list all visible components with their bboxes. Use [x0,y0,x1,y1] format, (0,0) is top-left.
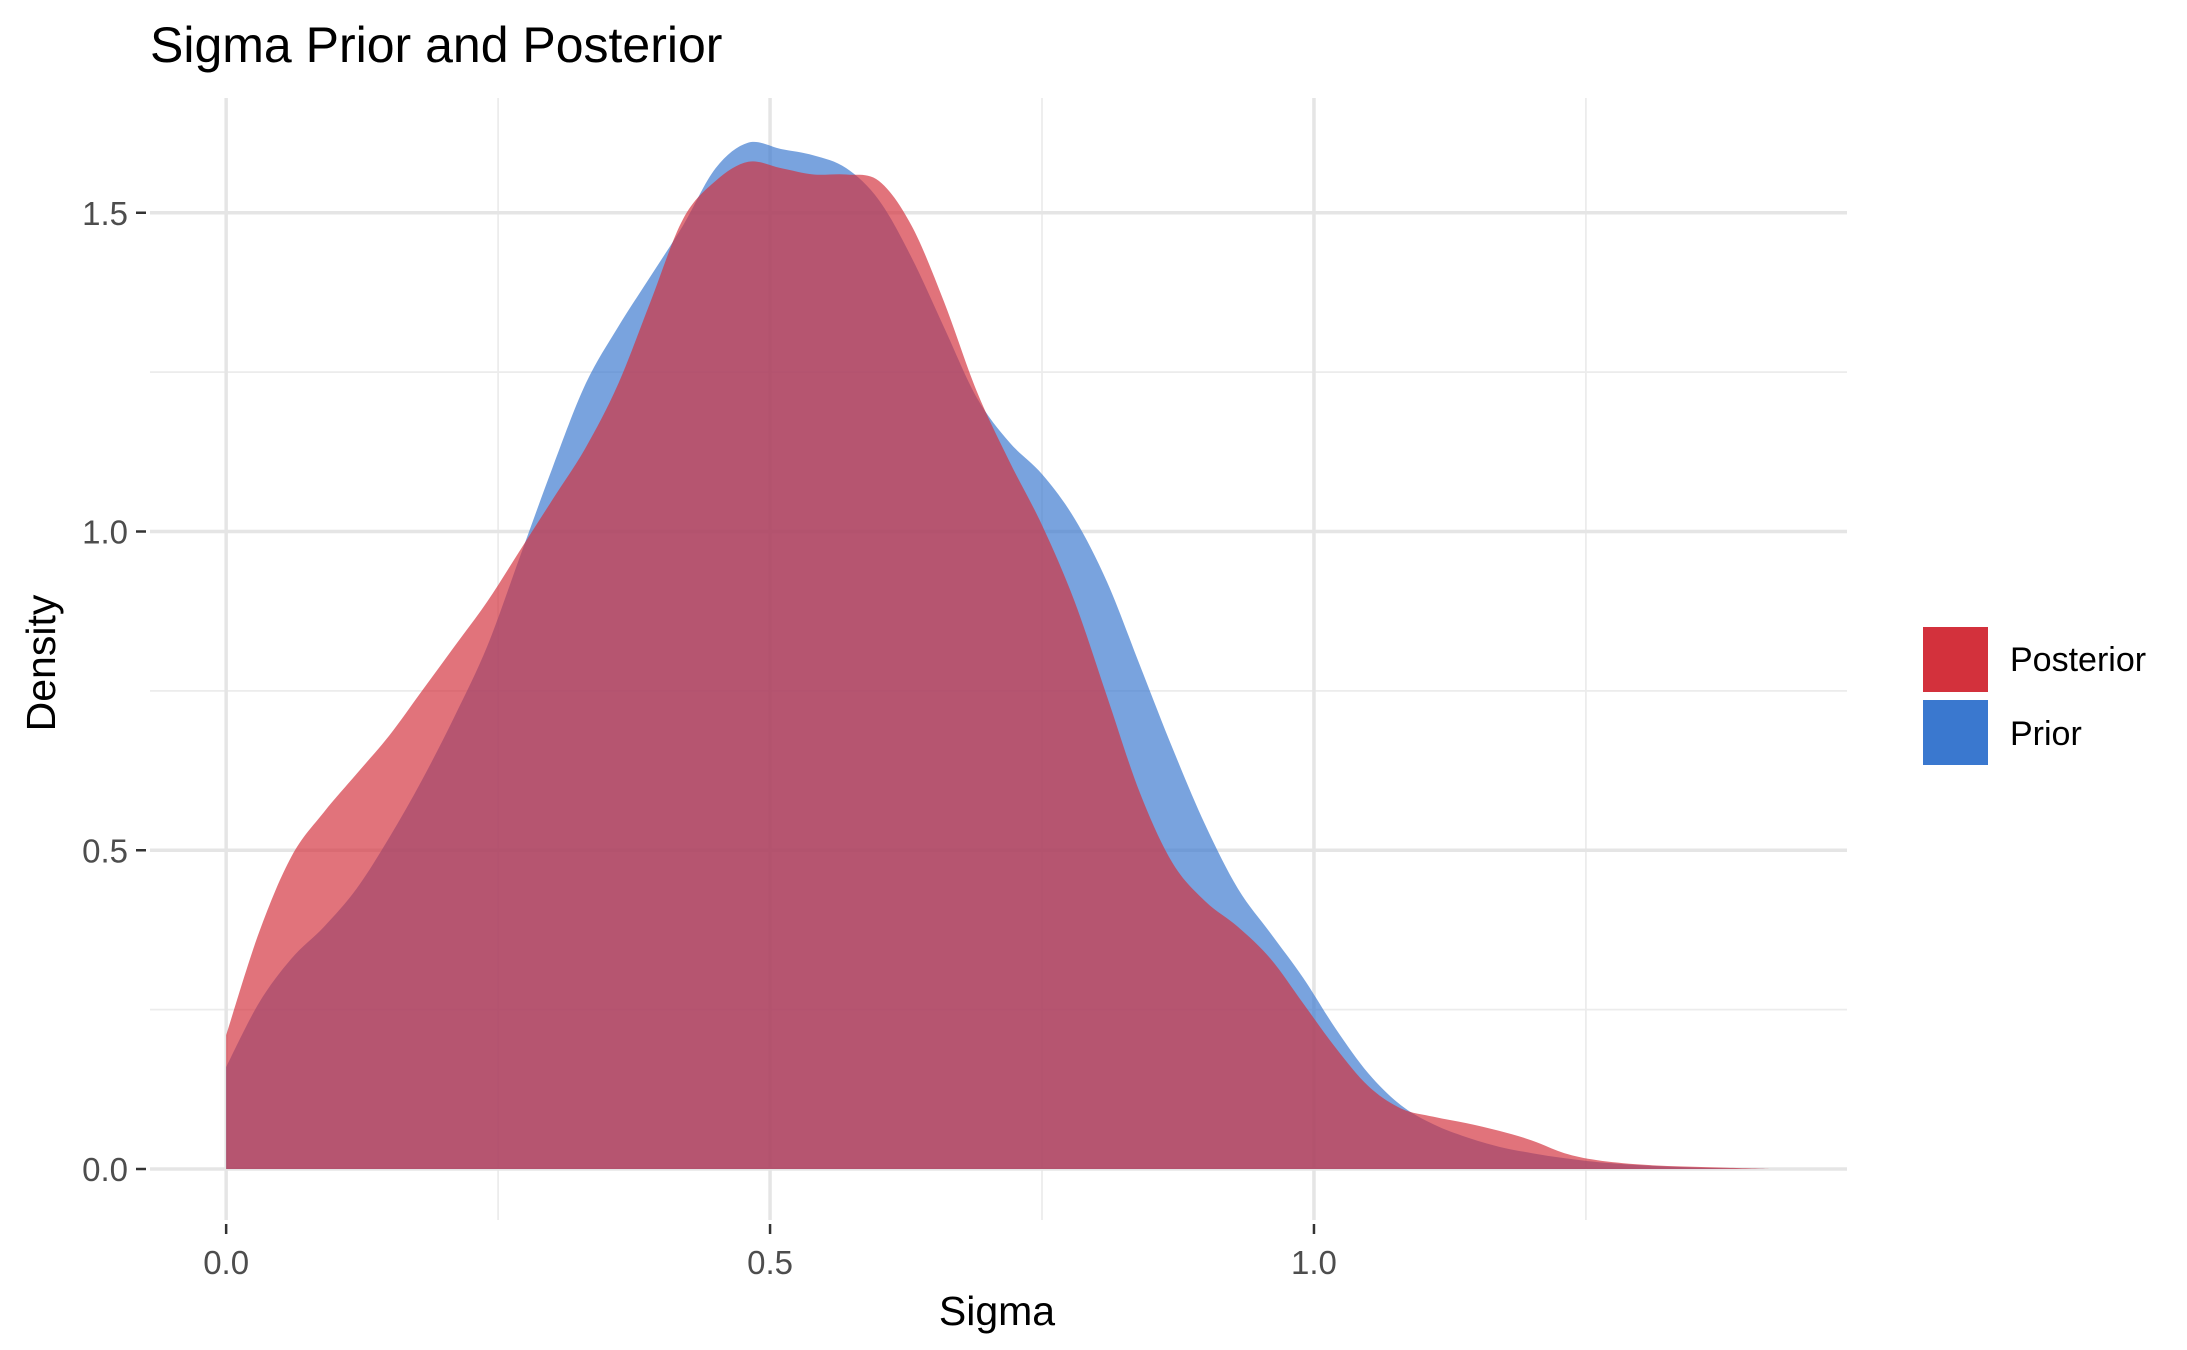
legend-label-posterior: Posterior [2010,641,2146,679]
y-tick-label: 0.0 [82,1151,128,1188]
y-axis-title: Density [18,594,64,731]
legend-swatch-prior [1923,700,1988,765]
x-axis-ticks: 0.0 0.5 1.0 [203,1224,1337,1281]
x-tick-label: 0.0 [203,1244,249,1281]
x-tick-label: 0.5 [747,1244,793,1281]
legend-label-prior: Prior [2010,715,2082,753]
x-axis-title: Sigma [939,1288,1055,1334]
x-tick-label: 1.0 [1291,1244,1337,1281]
chart-title: Sigma Prior and Posterior [150,17,722,73]
y-tick-label: 1.0 [82,514,128,551]
legend-swatch-posterior [1923,627,1988,692]
density-area-posterior [226,161,1771,1169]
y-axis-ticks: 0.0 0.5 1.0 1.5 [82,195,146,1188]
y-tick-label: 1.5 [82,195,128,232]
density-areas [226,141,1771,1169]
y-tick-label: 0.5 [82,832,128,869]
legend: Posterior Prior [1923,627,2146,765]
